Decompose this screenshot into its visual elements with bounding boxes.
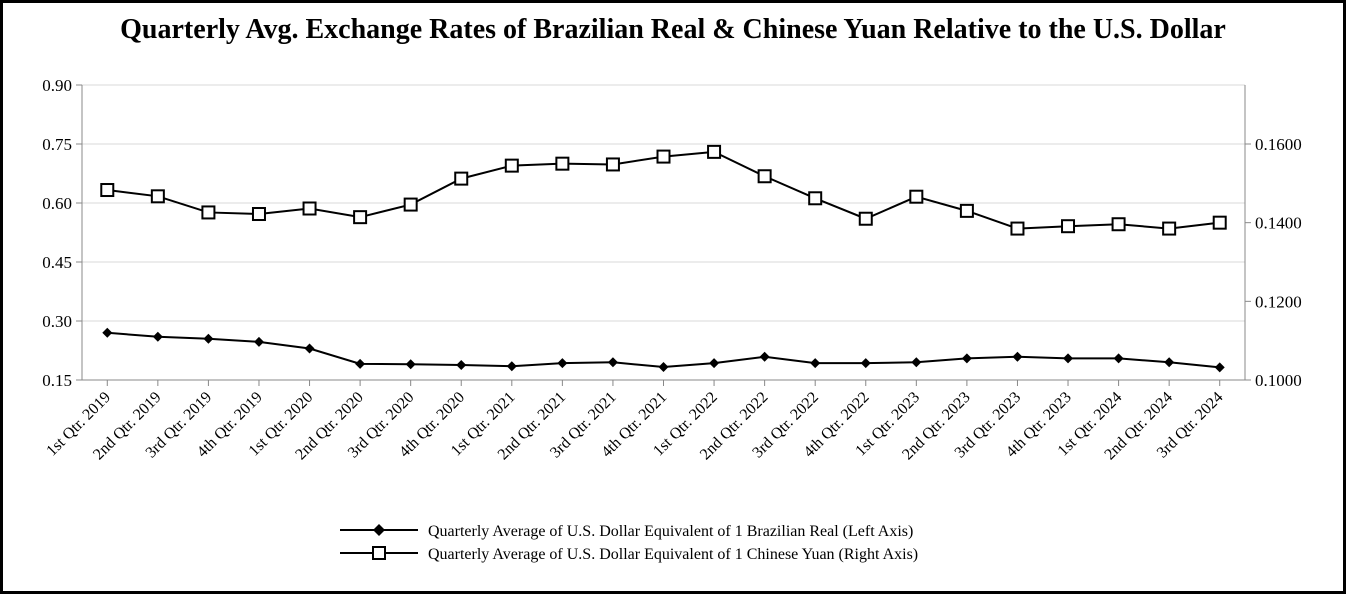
gridlines (82, 84, 1245, 322)
real-data-point (1214, 362, 1225, 373)
yuan-data-point (454, 171, 469, 186)
yuan-data-point (656, 149, 671, 164)
yuan-data-point (251, 207, 266, 222)
yuan-data-point (1162, 221, 1177, 236)
yuan-data-point (150, 189, 165, 204)
real-data-point (1113, 353, 1124, 364)
real-data-point (961, 353, 972, 364)
left-axis-tick-label: 0.15 (42, 371, 72, 390)
right-axis-tick-label: 0.1000 (1255, 371, 1302, 390)
real-data-point (102, 327, 113, 338)
legend-real-label: Quarterly Average of U.S. Dollar Equival… (428, 523, 913, 540)
real-data-point (304, 343, 315, 354)
chart-title: Quarterly Avg. Exchange Rates of Brazili… (120, 14, 1226, 45)
legend-yuan-label: Quarterly Average of U.S. Dollar Equival… (428, 546, 918, 563)
real-data-point (405, 359, 416, 370)
axes: 0.15 0.30 0.45 0.60 0.75 0.90 0.1000 0.1200 0.14… (42, 76, 1302, 463)
real-data-point (1063, 353, 1074, 364)
yuan-data-point (302, 201, 317, 216)
yuan-data-point (1111, 217, 1126, 232)
yuan-data-point (353, 210, 368, 225)
real-data-point (1164, 357, 1175, 368)
yuan-data-point (959, 203, 974, 218)
yuan-data-point (100, 183, 115, 198)
right-axis-tick-label: 0.1400 (1255, 214, 1302, 233)
legend-real-marker (373, 524, 385, 536)
real-data-point (506, 361, 517, 372)
series-lines (100, 144, 1227, 373)
yuan-data-point (605, 157, 620, 172)
yuan-data-point (757, 169, 772, 184)
real-data-point (253, 336, 264, 347)
yuan-data-point (555, 156, 570, 171)
real-data-point (860, 358, 871, 369)
real-data-point (355, 358, 366, 369)
legend: Quarterly Average of U.S. Dollar Equival… (340, 523, 918, 563)
real-data-point (607, 357, 618, 368)
left-axis-tick-label: 0.60 (42, 194, 72, 213)
yuan-data-point (1061, 219, 1076, 234)
left-axis-tick-label: 0.75 (42, 135, 72, 154)
right-axis-tick-label: 0.1600 (1255, 135, 1302, 154)
real-data-point (810, 358, 821, 369)
real-data-point (456, 360, 467, 371)
real-data-point (203, 333, 214, 344)
left-axis-tick-label: 0.90 (42, 76, 72, 95)
left-axis-tick-label: 0.45 (42, 253, 72, 272)
real-data-point (911, 357, 922, 368)
yuan-data-point (858, 211, 873, 226)
yuan-data-point (909, 189, 924, 204)
real-data-point (658, 362, 669, 373)
yuan-data-point (707, 144, 722, 159)
real-data-point (1012, 351, 1023, 362)
yuan-data-point (201, 205, 216, 220)
yuan-data-point (504, 158, 519, 173)
yuan-data-point (1010, 221, 1025, 236)
real-data-point (557, 358, 568, 369)
yuan-data-point (1212, 215, 1227, 230)
yuan-data-point (808, 191, 823, 206)
real-data-point (152, 331, 163, 342)
legend-yuan-marker (372, 546, 386, 560)
right-axis-tick-label: 0.1200 (1255, 292, 1302, 311)
left-axis-tick-label: 0.30 (42, 312, 72, 331)
yuan-data-point (403, 197, 418, 212)
real-data-point (709, 358, 720, 369)
real-data-point (759, 351, 770, 362)
